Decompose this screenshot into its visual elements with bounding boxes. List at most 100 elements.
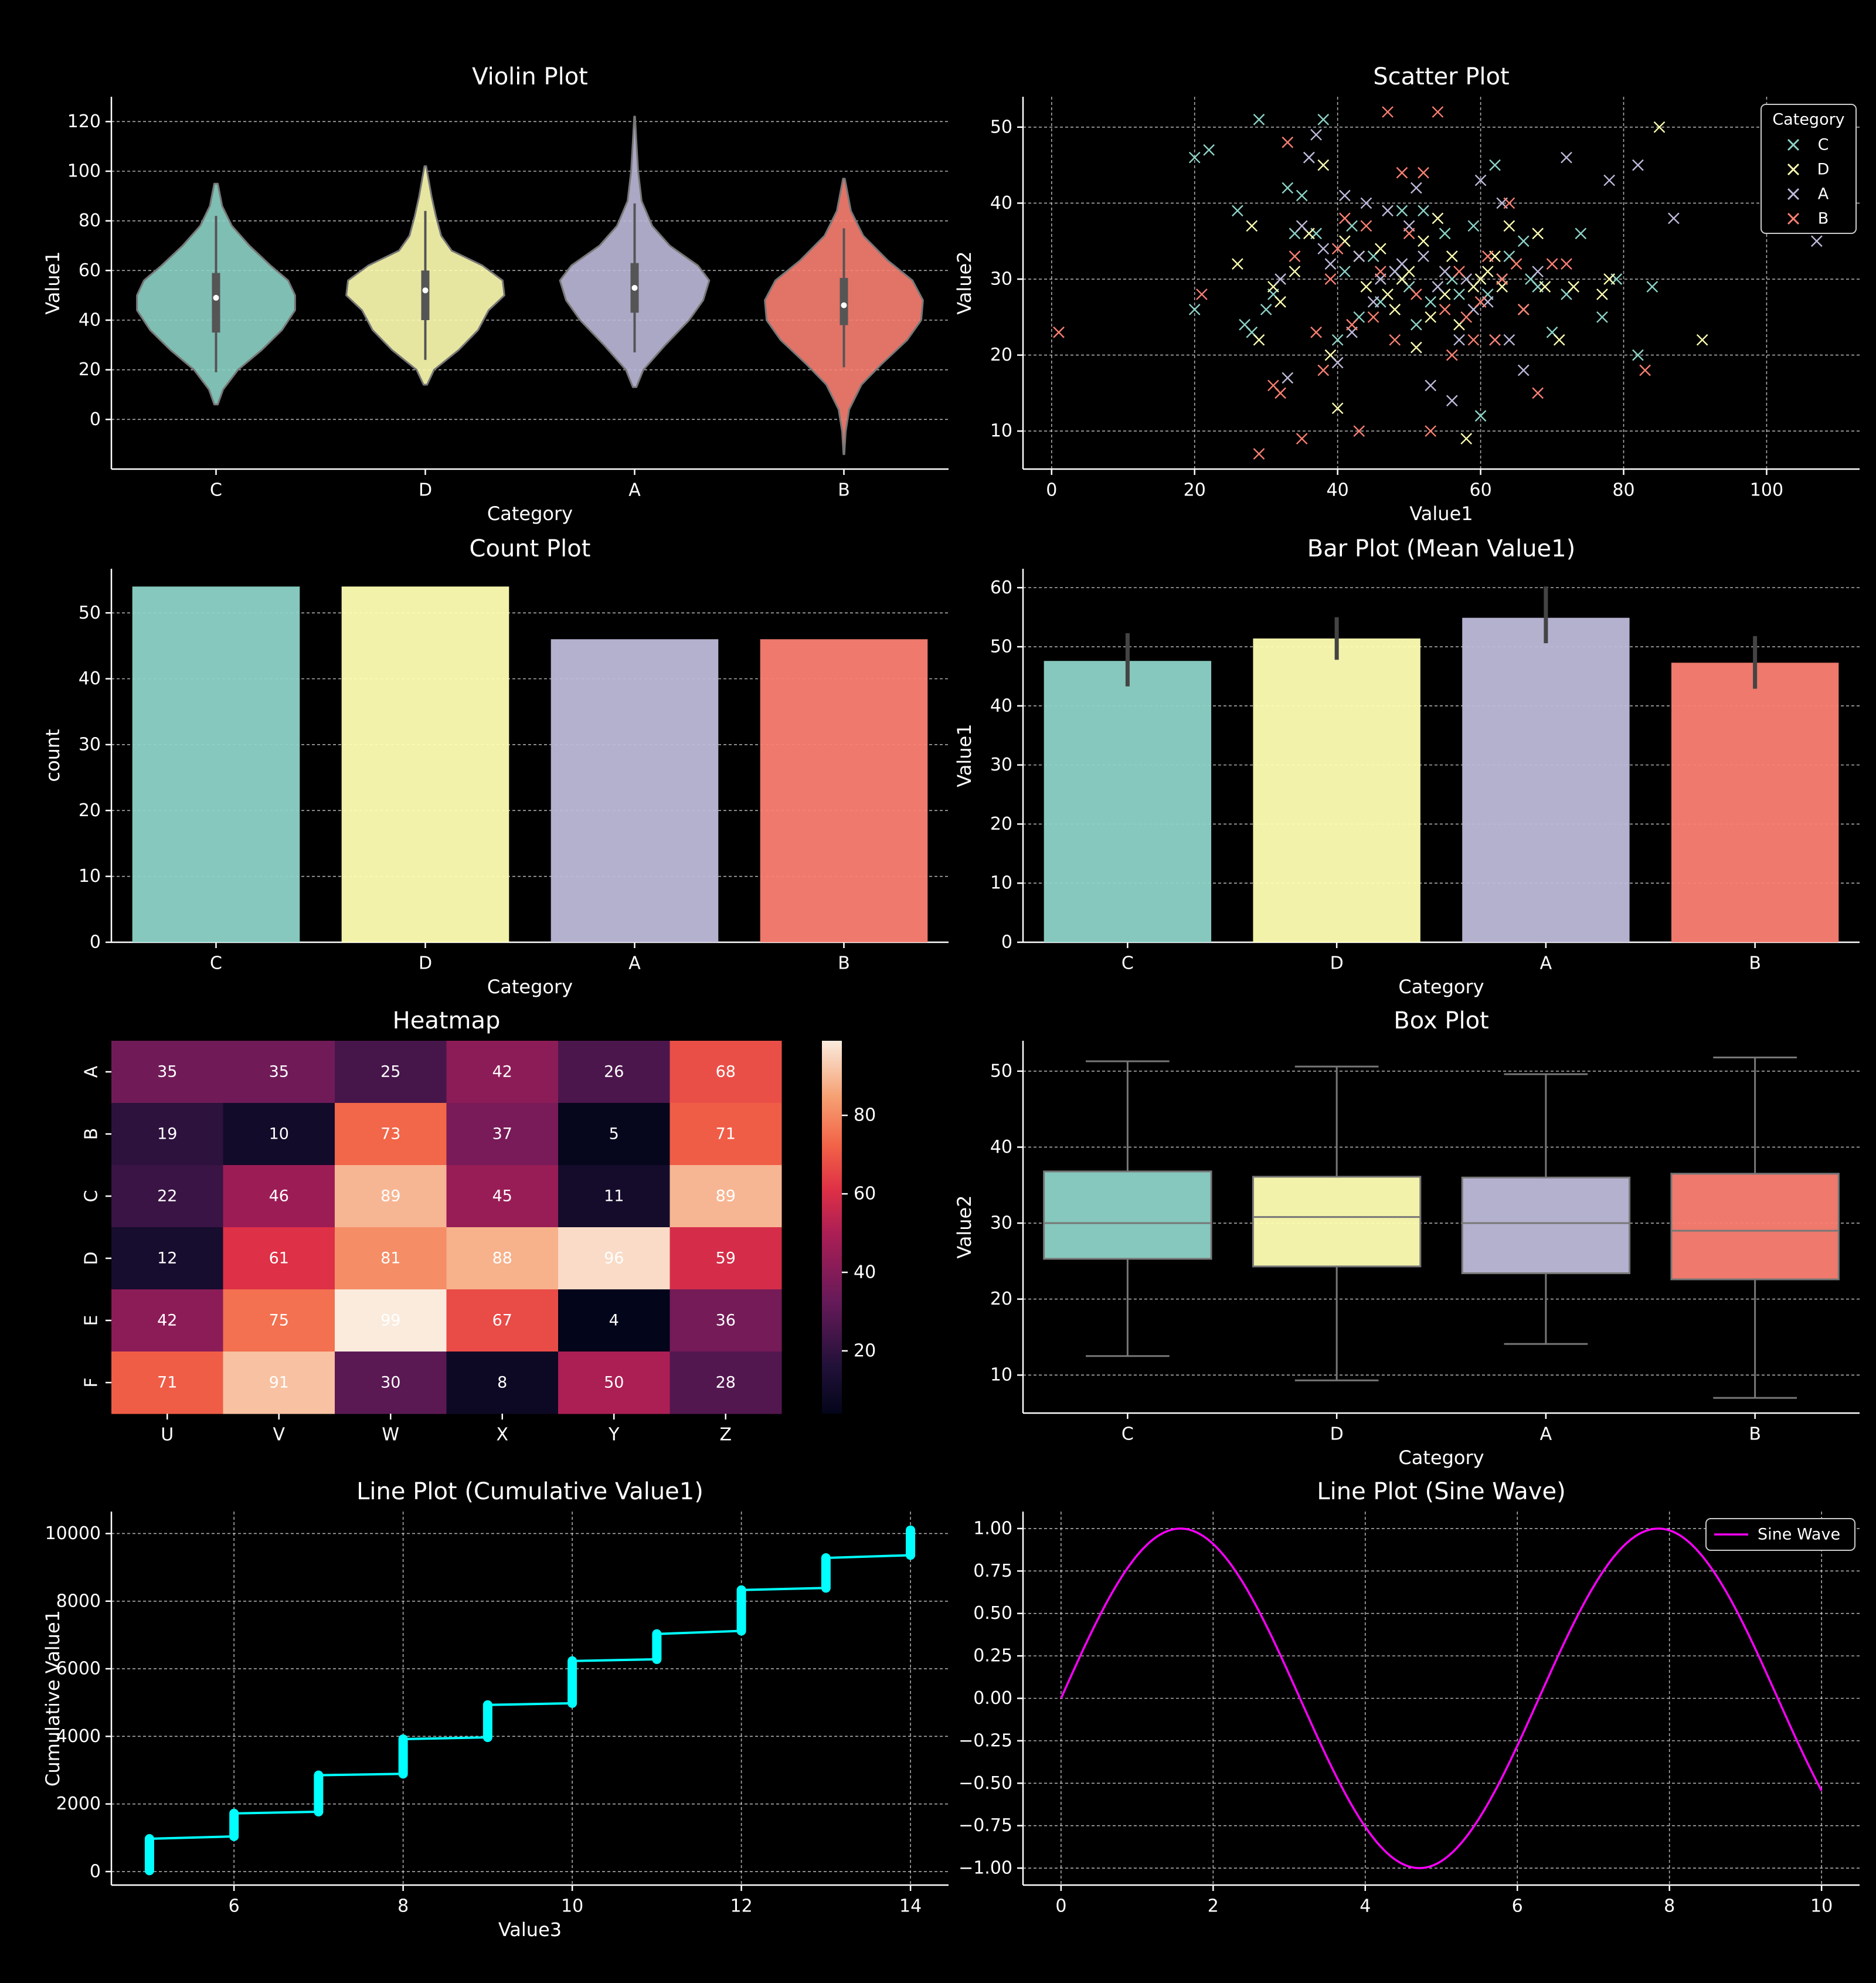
scatter-point-B <box>1474 296 1487 308</box>
scatter-point-A <box>1275 273 1286 285</box>
heatmap-cell-label: 45 <box>492 1187 512 1206</box>
heatmap-cell-label: 30 <box>380 1374 400 1392</box>
marker-stroke <box>1360 281 1372 293</box>
scatter-point-B <box>1418 167 1429 179</box>
marker-stroke <box>1253 448 1265 460</box>
marker-stroke <box>1432 281 1444 293</box>
scatter-point-B <box>1289 250 1301 262</box>
marker-stroke <box>1561 258 1572 270</box>
heatmap-cell-label: 19 <box>157 1125 177 1143</box>
scatter-point-A <box>1532 266 1544 277</box>
marker-stroke <box>1453 266 1465 277</box>
scatter-point-A <box>1338 189 1351 202</box>
scatter-point-D <box>1389 304 1401 315</box>
scatter-point-A <box>1296 220 1308 232</box>
marker-stroke <box>1439 288 1451 300</box>
scatter-point-C <box>1474 410 1487 422</box>
heatmap-panel: 35 35 25 42 26 68 19 10 73 37 5 71 22 46 89 45 11 89 12 61 8… <box>81 1007 876 1445</box>
scatter-point-B <box>1532 387 1544 399</box>
marker-stroke <box>1253 334 1265 346</box>
scatter-point-C <box>1317 114 1330 125</box>
heatmap-cell-label: 35 <box>269 1063 289 1081</box>
heatmap-cell <box>223 1227 335 1290</box>
x-tick-label: 10 <box>1810 1896 1833 1917</box>
marker-stroke <box>1346 220 1358 232</box>
marker-stroke <box>1353 425 1365 437</box>
scatter-point-D <box>1317 159 1330 171</box>
x-tick-label-D: D <box>1330 953 1344 974</box>
marker-stroke <box>1331 356 1344 369</box>
scatter-point-D <box>1410 341 1422 354</box>
marker-stroke <box>1639 364 1651 376</box>
row-label-E: E <box>81 1315 102 1326</box>
x-axis-label: Value3 <box>498 1919 562 1941</box>
marker-stroke <box>1296 433 1308 445</box>
scatter-point-B <box>1467 334 1480 346</box>
y-tick-label: 30 <box>990 269 1012 290</box>
marker-stroke <box>1653 121 1666 133</box>
box-C <box>1043 1170 1212 1260</box>
legend-label-B: B <box>1818 210 1829 228</box>
marker-stroke <box>1275 387 1286 399</box>
heatmap-cell <box>446 1041 559 1103</box>
chart-title: Violin Plot <box>472 63 588 90</box>
violin-panel: 0 20 40 60 80 100 120 Violin Plot Category Value1… <box>42 63 949 525</box>
violin-median-C <box>213 294 219 301</box>
y-axis-label: count <box>42 729 64 782</box>
scatter-point-B <box>1331 243 1344 255</box>
y-tick-label: 120 <box>67 111 101 132</box>
heatmap-cell-label: 71 <box>157 1374 177 1392</box>
scatter-point-C <box>1453 288 1465 300</box>
box-B <box>1670 1173 1840 1281</box>
scatter-point-D <box>1696 334 1708 346</box>
chart-title: Bar Plot (Mean Value1) <box>1307 535 1575 562</box>
marker-stroke <box>1418 235 1429 247</box>
heatmap-cell-label: 42 <box>492 1063 512 1081</box>
marker-stroke <box>1338 266 1351 277</box>
heatmap-cell-label: 22 <box>157 1187 177 1206</box>
legend: Sine Wave <box>1705 1518 1855 1551</box>
scatter-point-A <box>1410 182 1422 194</box>
y-axis-label: Value1 <box>953 724 976 787</box>
x-tick-label-B: B <box>1749 1424 1761 1445</box>
marker-stroke <box>1267 379 1279 392</box>
y-tick-label: 0 <box>90 932 101 953</box>
scatter-point-B <box>1446 349 1458 361</box>
marker-stroke <box>1546 326 1558 338</box>
scatter-point-A <box>1453 334 1465 346</box>
heatmap-cell <box>335 1289 447 1352</box>
marker-stroke <box>1239 318 1250 331</box>
marker-stroke <box>1317 243 1330 255</box>
y-tick-label: 4000 <box>56 1726 101 1747</box>
marker-stroke <box>1489 159 1501 171</box>
violin-iqr-C <box>212 273 220 333</box>
x-tick-label: 14 <box>899 1896 922 1917</box>
marker-stroke <box>1188 304 1201 315</box>
marker-stroke <box>1787 138 1800 151</box>
x-axis-label: Category <box>1398 1446 1484 1469</box>
x-tick-label: 40 <box>1327 480 1349 501</box>
bar-C <box>1044 661 1212 942</box>
scatter-point-B <box>1275 387 1286 399</box>
y-tick-label: 0 <box>90 1861 101 1882</box>
y-tick-label: 0.00 <box>973 1688 1012 1709</box>
marker-stroke <box>1546 258 1558 270</box>
y-tick-label: 0 <box>90 409 101 430</box>
marker-stroke <box>1303 151 1315 164</box>
y-axis-label: Value1 <box>42 251 64 314</box>
marker-stroke <box>1453 288 1465 300</box>
scatter-point-B <box>1489 334 1501 346</box>
colorbar-tick-label: 60 <box>854 1184 876 1204</box>
x-axis-label: Category <box>487 976 573 998</box>
marker-stroke <box>1596 311 1608 323</box>
y-tick-label: 10000 <box>45 1523 101 1544</box>
marker-stroke <box>1460 311 1473 323</box>
col-label-W: W <box>382 1425 399 1445</box>
scatter-point-A <box>1382 205 1394 217</box>
x-axis-label: Value1 <box>1409 502 1473 525</box>
marker-stroke <box>1517 304 1530 315</box>
scatter-point-B <box>1639 364 1651 376</box>
scatter-point-B <box>1196 288 1208 300</box>
heatmap-cell-label: 35 <box>157 1063 177 1081</box>
